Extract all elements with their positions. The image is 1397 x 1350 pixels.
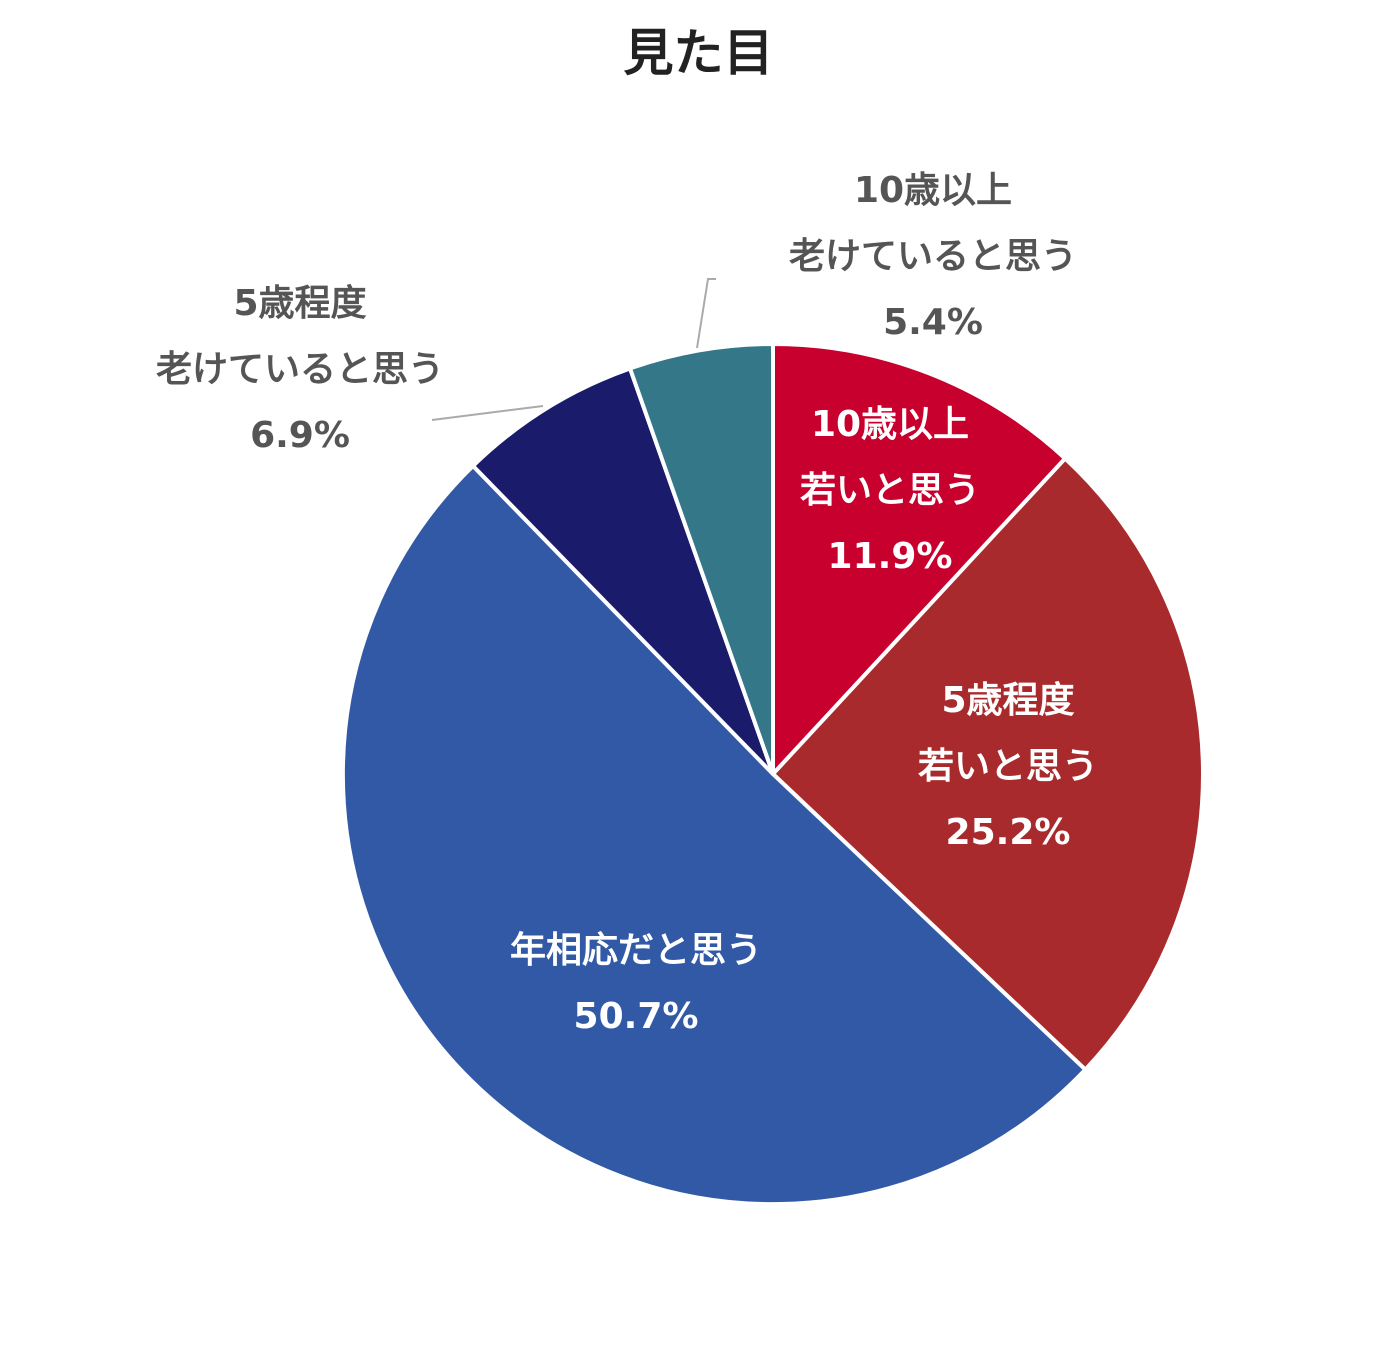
slice-value-label-3: 6.9% [250, 415, 350, 456]
slice-value-label-4: 5.4% [883, 302, 983, 343]
pie-labels: 10歳以上若いと思う11.9%5歳程度若いと思う25.2%年相応だと思う50.7… [156, 170, 1098, 1037]
pie-slice-0 [771, 342, 1068, 776]
leader-line-3 [431, 405, 544, 421]
slice-category-label-4: 老けていると思う [789, 236, 1077, 277]
slice-category-label-4: 10歳以上 [854, 170, 1012, 211]
pie-slice-1 [771, 456, 1205, 1072]
slice-category-label-0: 若いと思う [800, 470, 980, 511]
slice-category-label-1: 若いと思う [918, 746, 1098, 787]
pie-slices [340, 342, 1205, 1207]
slice-category-label-3: 老けていると思う [156, 349, 444, 390]
slice-category-label-2: 年相応だと思う [510, 930, 762, 971]
slice-category-label-0: 10歳以上 [811, 404, 969, 445]
pie-slice-3 [471, 366, 775, 776]
pie-slice-4 [628, 342, 775, 776]
slice-value-label-2: 50.7% [574, 996, 699, 1037]
leader-line-4 [696, 278, 716, 349]
slice-category-label-1: 5歳程度 [941, 680, 1074, 721]
chart-title: 見た目 [623, 24, 774, 82]
slice-value-label-0: 11.9% [828, 536, 953, 577]
slice-category-label-3: 5歳程度 [233, 283, 366, 324]
slice-value-label-1: 25.2% [946, 812, 1071, 853]
pie-slice-2 [340, 463, 1088, 1207]
